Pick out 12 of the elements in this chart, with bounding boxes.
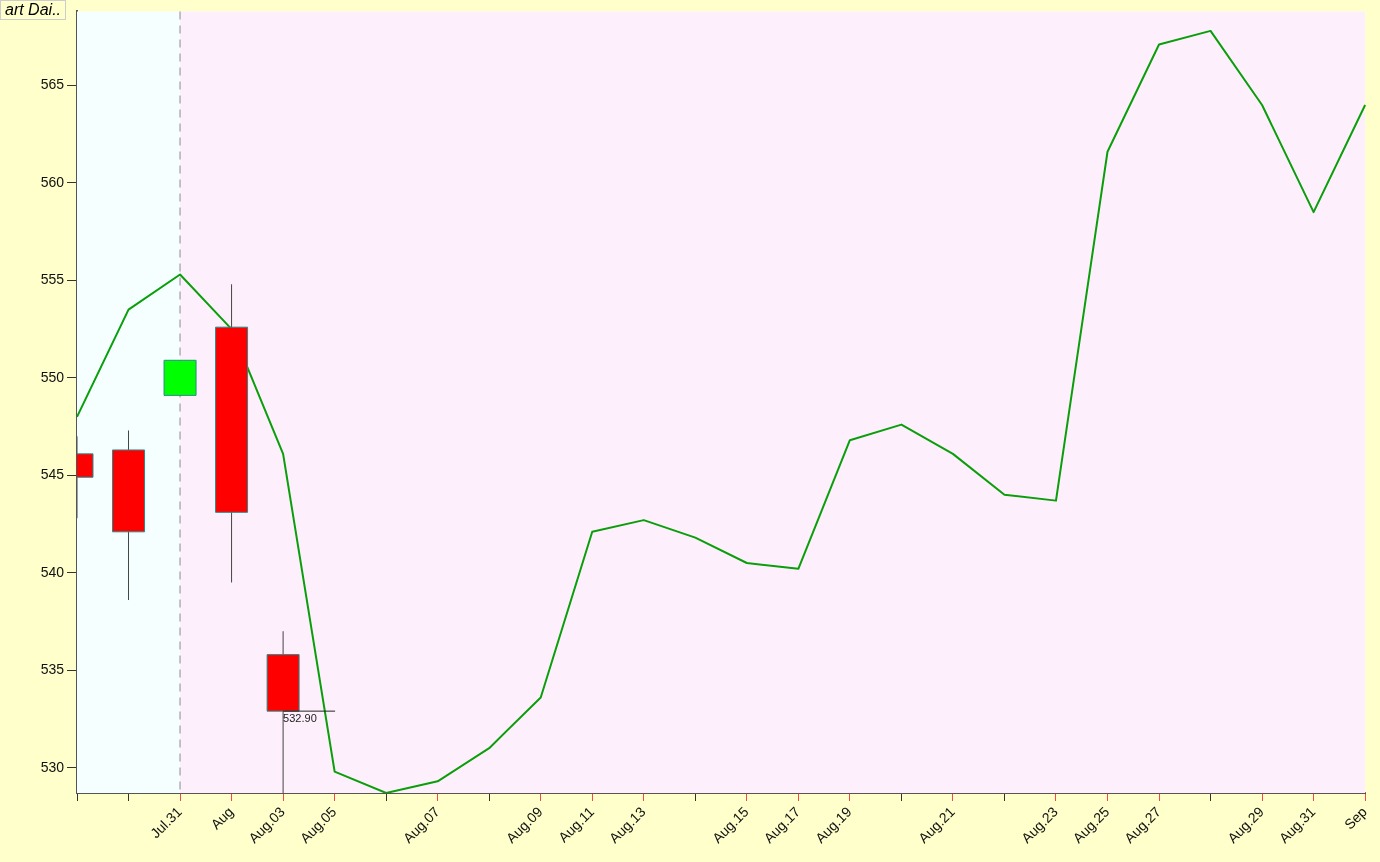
y-tick-label: 565 <box>40 76 65 93</box>
y-tick-label: 560 <box>40 173 65 190</box>
annotation: 532.90 <box>283 711 317 724</box>
x-tick-label: Aug <box>207 803 237 833</box>
y-tick-label: 550 <box>40 368 65 385</box>
y-tick-label: 535 <box>40 661 65 678</box>
y-tick-label: 540 <box>40 563 65 580</box>
x-tick-label: Sep <box>1341 803 1371 833</box>
y-tick-label: 545 <box>40 466 65 483</box>
y-tick-label: 555 <box>40 271 65 288</box>
text: art Dai.. <box>0 0 67 20</box>
y-tick-label: 530 <box>40 758 65 775</box>
